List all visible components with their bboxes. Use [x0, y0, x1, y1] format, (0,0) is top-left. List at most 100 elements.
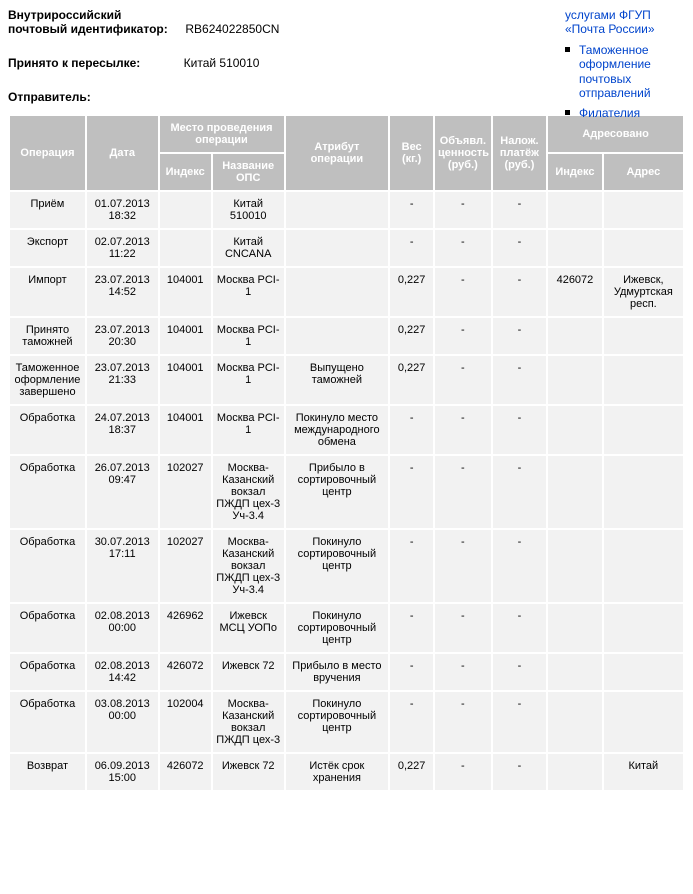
sender-label: Отправитель: [8, 90, 91, 104]
header-block: услугами ФГУП «Почта России» Таможенное … [8, 8, 685, 104]
side-link-0[interactable]: услугами ФГУП «Почта России» [565, 8, 685, 37]
cell-pay: - [493, 230, 547, 266]
cell-idx: 102027 [160, 530, 211, 602]
cell-val: - [435, 530, 491, 602]
cell-date: 30.07.2013 17:11 [87, 530, 158, 602]
cell-aidx [548, 192, 602, 228]
col-value: Объявл. ценность (руб.) [435, 116, 491, 190]
table-row: Обработка30.07.2013 17:11102027Москва-Ка… [10, 530, 683, 602]
cell-attr: Покинуло сортировочный центр [286, 604, 389, 652]
cell-addr: Китай [604, 754, 683, 790]
bullet-icon [565, 110, 570, 115]
cell-addr [604, 530, 683, 602]
cell-attr: Покинуло место международного обмена [286, 406, 389, 454]
cell-wt: - [390, 456, 433, 528]
table-row: Возврат06.09.2013 15:00426072Ижевск 72Ис… [10, 754, 683, 790]
cell-idx: 104001 [160, 268, 211, 316]
cell-date: 02.07.2013 11:22 [87, 230, 158, 266]
cell-pay: - [493, 192, 547, 228]
cell-ops: Ижевск МСЦ УОПо [213, 604, 284, 652]
cell-aidx [548, 318, 602, 354]
table-row: Приём01.07.2013 18:32Китай 510010--- [10, 192, 683, 228]
col-index: Индекс [160, 154, 211, 190]
cell-ops: Ижевск 72 [213, 754, 284, 790]
table-row: Обработка02.08.2013 00:00426962Ижевск МС… [10, 604, 683, 652]
cell-val: - [435, 604, 491, 652]
cell-pay: - [493, 604, 547, 652]
cell-op: Экспорт [10, 230, 85, 266]
cell-ops: Москва PCI-1 [213, 268, 284, 316]
cell-wt: 0,227 [390, 318, 433, 354]
cell-wt: 0,227 [390, 268, 433, 316]
cell-wt: - [390, 406, 433, 454]
cell-idx: 104001 [160, 406, 211, 454]
cell-val: - [435, 192, 491, 228]
tracking-table: Операция Дата Место проведения операции … [8, 114, 685, 792]
side-link-2[interactable]: Филателия [565, 106, 685, 120]
cell-val: - [435, 406, 491, 454]
cell-attr [286, 192, 389, 228]
cell-pay: - [493, 692, 547, 752]
table-row: Импорт23.07.2013 14:52104001Москва PCI-1… [10, 268, 683, 316]
cell-idx [160, 230, 211, 266]
cell-val: - [435, 692, 491, 752]
accepted-value: Китай 510010 [184, 56, 260, 70]
cell-attr [286, 318, 389, 354]
table-body: Приём01.07.2013 18:32Китай 510010---Эксп… [10, 192, 683, 790]
table-row: Обработка24.07.2013 18:37104001Москва PC… [10, 406, 683, 454]
cell-addr [604, 654, 683, 690]
cell-pay: - [493, 318, 547, 354]
cell-ops: Китай 510010 [213, 192, 284, 228]
cell-op: Обработка [10, 654, 85, 690]
cell-attr: Прибыло в место вручения [286, 654, 389, 690]
cell-aidx [548, 530, 602, 602]
cell-aidx [548, 230, 602, 266]
cell-op: Возврат [10, 754, 85, 790]
cell-attr: Прибыло в сортировочный центр [286, 456, 389, 528]
cell-idx: 104001 [160, 318, 211, 354]
cell-aidx [548, 456, 602, 528]
cell-pay: - [493, 356, 547, 404]
cell-date: 01.07.2013 18:32 [87, 192, 158, 228]
cell-aidx [548, 754, 602, 790]
cell-idx: 102004 [160, 692, 211, 752]
cell-date: 26.07.2013 09:47 [87, 456, 158, 528]
cell-wt: - [390, 654, 433, 690]
cell-val: - [435, 754, 491, 790]
col-weight: Вес (кг.) [390, 116, 433, 190]
cell-date: 03.08.2013 00:00 [87, 692, 158, 752]
cell-aidx [548, 604, 602, 652]
cell-addr [604, 406, 683, 454]
cell-idx: 426962 [160, 604, 211, 652]
cell-aidx: 426072 [548, 268, 602, 316]
cell-addr [604, 604, 683, 652]
side-link-1[interactable]: Таможенное оформление почтовых отправлен… [565, 43, 685, 101]
cell-op: Таможенное оформление завершено [10, 356, 85, 404]
cell-date: 23.07.2013 20:30 [87, 318, 158, 354]
cell-val: - [435, 268, 491, 316]
table-row: Экспорт02.07.2013 11:22Китай CNCANA--- [10, 230, 683, 266]
table-row: Обработка03.08.2013 00:00102004Москва-Ка… [10, 692, 683, 752]
cell-idx: 104001 [160, 356, 211, 404]
cell-idx: 426072 [160, 754, 211, 790]
cell-aidx [548, 406, 602, 454]
cell-wt: 0,227 [390, 356, 433, 404]
cell-ops: Москва-Казанский вокзал ПЖДП цех-3 Уч-3.… [213, 456, 284, 528]
cell-op: Обработка [10, 692, 85, 752]
cell-val: - [435, 654, 491, 690]
cell-ops: Москва PCI-1 [213, 406, 284, 454]
cell-idx [160, 192, 211, 228]
cell-attr: Покинуло сортировочный центр [286, 530, 389, 602]
cell-idx: 426072 [160, 654, 211, 690]
cell-aidx [548, 654, 602, 690]
cell-attr [286, 268, 389, 316]
tracking-id-label: Внутрироссийский почтовый идентификатор: [8, 8, 178, 36]
cell-wt: - [390, 230, 433, 266]
cell-attr [286, 230, 389, 266]
cell-date: 02.08.2013 14:42 [87, 654, 158, 690]
col-operation: Операция [10, 116, 85, 190]
col-aindex: Индекс [548, 154, 602, 190]
side-link-1-text: Таможенное оформление почтовых отправлен… [579, 43, 651, 100]
cell-wt: - [390, 530, 433, 602]
cell-idx: 102027 [160, 456, 211, 528]
